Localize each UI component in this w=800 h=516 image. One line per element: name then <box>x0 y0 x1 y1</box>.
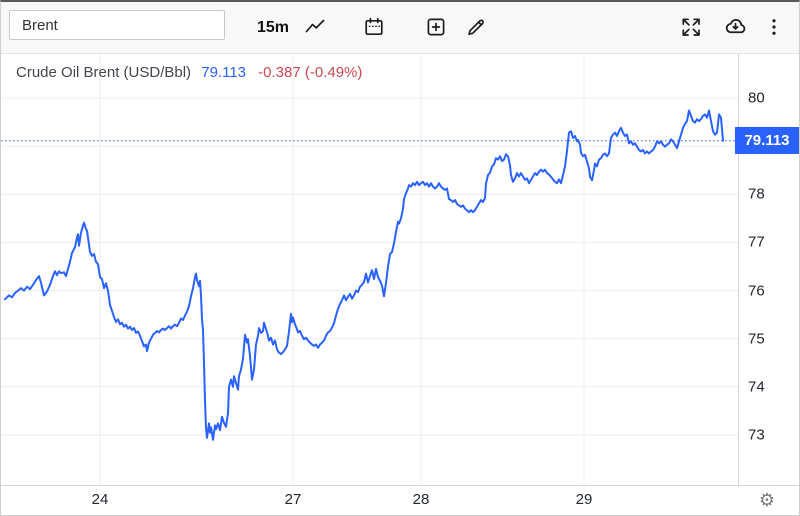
price-axis-label: 73 <box>748 426 765 444</box>
chart-style-button[interactable] <box>300 13 330 43</box>
time-axis-label: 24 <box>91 491 109 508</box>
kebab-menu-icon <box>763 16 785 41</box>
fullscreen-button[interactable] <box>676 13 706 43</box>
price-line-chart <box>1 54 738 485</box>
price-line-series <box>4 109 724 441</box>
save-snapshot-button[interactable] <box>720 13 750 43</box>
line-chart-icon <box>304 16 326 41</box>
cloud-download-icon <box>724 15 747 41</box>
time-axis-label: 28 <box>412 491 430 508</box>
symbol-title: Crude Oil Brent (USD/Bbl) <box>16 64 192 81</box>
time-axis-label: 29 <box>575 491 593 508</box>
last-price-text: 79.113 <box>201 64 246 81</box>
compare-add-button[interactable] <box>421 13 451 43</box>
price-axis-label: 76 <box>748 282 765 300</box>
price-axis-label: 75 <box>748 330 765 348</box>
time-axis[interactable]: ⚙ 24 27 28 29 <box>1 485 799 515</box>
price-change-text: -0.387 (-0.49%) <box>258 64 363 81</box>
pencil-icon <box>465 16 487 41</box>
date-range-button[interactable] <box>359 13 389 43</box>
toolbar: 15m <box>1 2 799 54</box>
settings-gear-icon[interactable]: ⚙ <box>759 488 775 514</box>
calendar-icon <box>363 16 385 41</box>
symbol-search-input[interactable] <box>9 10 225 40</box>
draw-button[interactable] <box>461 13 491 43</box>
price-axis-label: 77 <box>748 233 765 251</box>
chart-plot-area[interactable]: Crude Oil Brent (USD/Bbl) 79.113 -0.387 … <box>1 54 738 485</box>
price-axis-label: 80 <box>748 89 765 107</box>
price-axis-label: 78 <box>748 185 765 203</box>
fullscreen-expand-icon <box>680 16 702 41</box>
chart-legend: Crude Oil Brent (USD/Bbl) 79.113 -0.387 … <box>16 64 362 81</box>
more-menu-button[interactable] <box>759 13 789 43</box>
add-icon <box>425 16 447 41</box>
interval-button[interactable]: 15m <box>251 13 295 43</box>
price-axis-label: 74 <box>748 378 765 396</box>
time-axis-label: 27 <box>284 491 302 508</box>
price-axis[interactable]: 79.113 80 78 77 76 75 74 73 <box>735 54 799 485</box>
last-price-badge: 79.113 <box>735 127 799 155</box>
